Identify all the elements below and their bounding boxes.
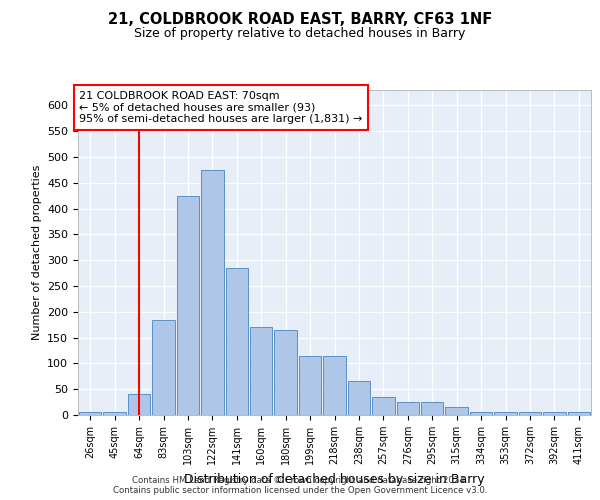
Bar	[568, 412, 590, 415]
Bar	[543, 412, 566, 415]
Bar	[347, 382, 370, 415]
Bar	[103, 412, 126, 415]
Bar	[226, 268, 248, 415]
Bar	[274, 330, 297, 415]
Bar	[201, 170, 224, 415]
Text: Size of property relative to detached houses in Barry: Size of property relative to detached ho…	[134, 28, 466, 40]
Y-axis label: Number of detached properties: Number of detached properties	[32, 165, 41, 340]
Bar	[421, 402, 443, 415]
Bar	[397, 402, 419, 415]
Bar	[518, 412, 541, 415]
Text: 21 COLDBROOK ROAD EAST: 70sqm
← 5% of detached houses are smaller (93)
95% of se: 21 COLDBROOK ROAD EAST: 70sqm ← 5% of de…	[79, 91, 362, 124]
Bar	[176, 196, 199, 415]
X-axis label: Distribution of detached houses by size in Barry: Distribution of detached houses by size …	[184, 472, 485, 486]
Bar	[323, 356, 346, 415]
Bar	[128, 394, 151, 415]
Bar	[494, 412, 517, 415]
Bar	[445, 408, 468, 415]
Bar	[470, 412, 493, 415]
Bar	[250, 328, 272, 415]
Bar	[152, 320, 175, 415]
Text: Contains HM Land Registry data © Crown copyright and database right 2024.
Contai: Contains HM Land Registry data © Crown c…	[113, 476, 487, 495]
Bar	[79, 412, 101, 415]
Bar	[372, 397, 395, 415]
Bar	[299, 356, 322, 415]
Text: 21, COLDBROOK ROAD EAST, BARRY, CF63 1NF: 21, COLDBROOK ROAD EAST, BARRY, CF63 1NF	[108, 12, 492, 28]
